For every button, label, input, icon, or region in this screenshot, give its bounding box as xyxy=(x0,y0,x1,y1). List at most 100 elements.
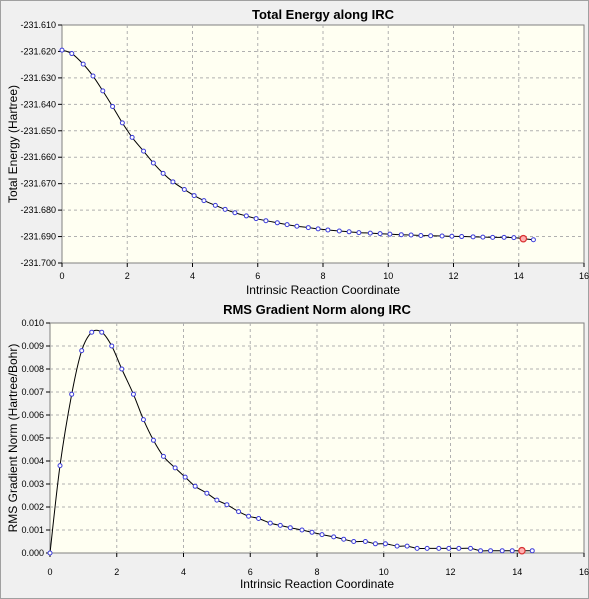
chart1-data-point xyxy=(459,234,465,240)
chart1-data-point xyxy=(305,225,311,231)
chart1-data-point xyxy=(181,186,187,192)
chart2-data-point xyxy=(309,529,315,535)
chart2-data-point xyxy=(529,548,535,554)
chart2-data-point xyxy=(89,329,95,335)
chart1-x-tick-label: 2 xyxy=(125,271,130,281)
chart1-title: Total Energy along IRC xyxy=(252,7,395,22)
chart2-x-tick-label: 14 xyxy=(512,567,522,577)
chart1-data-point xyxy=(284,222,290,228)
chart2-data-point xyxy=(119,366,125,372)
chart1-data-point xyxy=(377,231,383,237)
chart2-x-tick-label: 10 xyxy=(379,567,389,577)
chart2-data-point xyxy=(69,391,75,397)
chart1-data-point xyxy=(398,232,404,238)
chart2-data-point xyxy=(236,509,242,515)
chart2-data-point xyxy=(478,548,484,554)
chart1-data-point xyxy=(69,51,75,57)
chart2-y-tick-label: 0.009 xyxy=(21,341,44,351)
chart2-data-point xyxy=(436,545,442,551)
chart1-x-tick-label: 10 xyxy=(383,271,393,281)
chart1-data-point xyxy=(387,231,393,237)
chart1-data-point xyxy=(418,232,424,238)
chart2-y-tick-label: 0.000 xyxy=(21,548,44,558)
chart2-data-point xyxy=(424,545,430,551)
chart1-x-tick-label: 0 xyxy=(59,271,64,281)
chart2-y-tick-label: 0.008 xyxy=(21,364,44,374)
chart2-data-point xyxy=(79,348,85,354)
chart2-data-point xyxy=(488,548,494,554)
chart2-y-tick-label: 0.003 xyxy=(21,479,44,489)
chart2-data-point xyxy=(456,545,462,551)
chart2-x-axis-label: Intrinsic Reaction Coordinate xyxy=(240,577,394,591)
chart2-data-point xyxy=(319,532,325,538)
chart1-data-point xyxy=(129,134,135,140)
chart2-data-point xyxy=(99,329,105,335)
chart2-data-point xyxy=(267,520,273,526)
chart2-y-axis-label: RMS Gradient Norm (Hartree/Bohr) xyxy=(6,344,20,533)
chart2-data-point xyxy=(404,543,410,549)
chart2-x-tick-label: 0 xyxy=(47,567,52,577)
chart1-data-point xyxy=(480,234,486,240)
chart1-data-point xyxy=(119,120,125,126)
chart2-x-tick-label: 4 xyxy=(181,567,186,577)
chart1-data-point xyxy=(160,170,166,176)
chart2-data-point xyxy=(394,543,400,549)
chart1-data-point xyxy=(253,216,259,222)
chart1-data-point xyxy=(274,220,280,226)
chart1-data-point xyxy=(470,234,476,240)
chart2-highlighted-point xyxy=(518,546,526,555)
chart2-y-tick-label: 0.005 xyxy=(21,433,44,443)
chart1-x-axis-label: Intrinsic Reaction Coordinate xyxy=(246,283,400,297)
chart2-data-point xyxy=(468,545,474,551)
chart1-x-tick-label: 12 xyxy=(448,271,458,281)
chart1-data-point xyxy=(212,202,218,208)
chart2-data-point xyxy=(57,463,63,469)
chart1-y-axis-label: Total Energy (Hartree) xyxy=(6,85,20,203)
chart2-data-point xyxy=(192,483,198,489)
chart2-data-point xyxy=(362,539,368,544)
chart1-y-tick-label: -231.630 xyxy=(20,73,56,83)
chart2-data-point xyxy=(214,497,220,503)
chart1-data-point xyxy=(490,234,496,240)
chart2-data-point xyxy=(47,550,53,556)
chart2-y-tick-label: 0.002 xyxy=(21,502,44,512)
chart2-data-point xyxy=(499,548,505,554)
chart1-data-point xyxy=(191,193,197,199)
chart2-data-point xyxy=(287,525,293,531)
chart1-x-tick-label: 4 xyxy=(190,271,195,281)
chart1-plot-area xyxy=(61,24,585,264)
chart2-y-tick-label: 0.007 xyxy=(21,387,44,397)
chart2-data-point xyxy=(341,536,347,542)
chart1-y-tick-label: -231.700 xyxy=(20,258,56,268)
chart1-x-tick-label: 16 xyxy=(579,271,589,281)
chart1-data-point xyxy=(59,47,65,53)
chart2-data-point xyxy=(224,502,230,508)
chart2-title: RMS Gradient Norm along IRC xyxy=(223,302,411,317)
chart2-data-point xyxy=(246,513,252,519)
chart1-data-point xyxy=(449,233,455,239)
chart1-x-tick-label: 14 xyxy=(514,271,524,281)
chart1-data-point xyxy=(325,227,331,233)
chart2-x-tick-label: 12 xyxy=(445,567,455,577)
chart1-y-tick-label: -231.610 xyxy=(20,20,56,30)
chart2-x-tick-label: 16 xyxy=(579,567,589,577)
chart1-data-point xyxy=(530,237,536,243)
chart2-data-point xyxy=(256,516,262,521)
chart2-y-tick-label: 0.006 xyxy=(21,410,44,420)
chart2-data-point xyxy=(372,541,378,547)
chart1-data-point xyxy=(511,235,517,241)
chart2-data-point xyxy=(204,490,210,496)
chart1-data-point xyxy=(315,226,321,232)
chart2-data-point xyxy=(446,545,452,551)
chart2-data-point xyxy=(150,437,156,443)
chart2-data-point xyxy=(182,474,188,480)
chart1-y-tick-label: -231.660 xyxy=(20,152,56,162)
chart1-data-point xyxy=(428,233,434,239)
chart1-y-tick-label: -231.620 xyxy=(20,46,56,56)
chart2-data-point xyxy=(509,548,515,554)
chart2-data-point xyxy=(351,539,357,544)
chart1-x-tick-label: 8 xyxy=(320,271,325,281)
chart1-data-point xyxy=(201,198,207,204)
